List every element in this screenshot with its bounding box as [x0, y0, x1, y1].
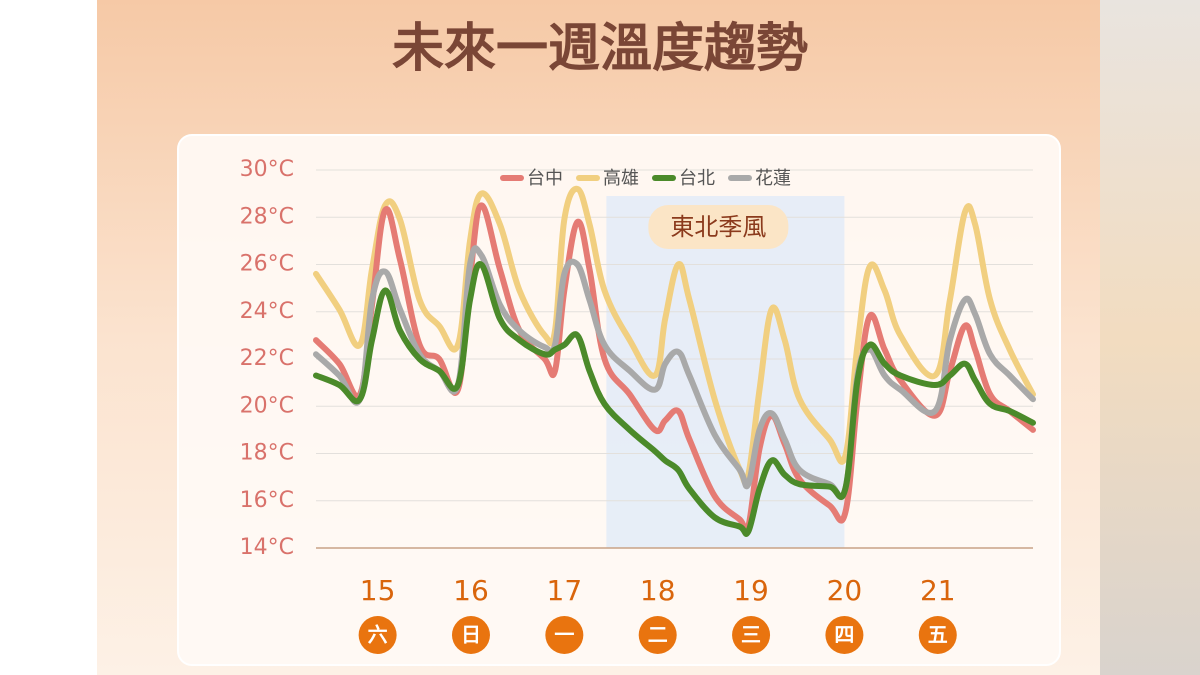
- x-tick-label: 20: [827, 574, 863, 607]
- legend-label: 花蓮: [755, 168, 791, 189]
- y-tick-label: 16°C: [240, 488, 294, 513]
- weekday-badge: [918, 616, 957, 654]
- weekday-label: 五: [928, 623, 948, 647]
- weekday-label: 四: [834, 623, 854, 647]
- weekday-badge: [825, 616, 864, 654]
- x-tick-label: 21: [920, 574, 956, 607]
- x-tick-label: 18: [640, 574, 676, 607]
- x-tick-label: 19: [733, 574, 769, 607]
- weekday-badge: [732, 616, 771, 654]
- side-strip: [1100, 0, 1200, 675]
- legend-label: 台中: [527, 168, 563, 189]
- legend-label: 台北: [679, 168, 715, 189]
- x-tick-label: 16: [453, 574, 489, 607]
- annotation-pill: [648, 205, 789, 249]
- series-line: [313, 185, 1036, 487]
- series-line: [313, 261, 1036, 537]
- weekday-label: 日: [461, 623, 481, 647]
- weekday-badge: [638, 616, 677, 654]
- weekday-badge: [545, 616, 584, 654]
- y-tick-label: 14°C: [240, 535, 294, 560]
- y-tick-label: 28°C: [240, 204, 294, 229]
- y-tick-label: 24°C: [240, 299, 294, 324]
- annotation-label: 東北季風: [670, 213, 766, 241]
- series-line: [313, 202, 1036, 535]
- y-tick-label: 20°C: [240, 393, 294, 418]
- chart-title: 未來一週溫度趨勢: [392, 19, 808, 79]
- weekday-label: 二: [648, 623, 668, 647]
- x-tick-label: 15: [360, 574, 396, 607]
- x-tick-label: 17: [547, 574, 583, 607]
- weekday-label: 一: [554, 623, 574, 647]
- legend: 台中 高雄 台北 花蓮: [500, 168, 791, 189]
- weekday-badge: [358, 616, 397, 654]
- legend-label: 高雄: [603, 168, 639, 189]
- weekday-label: 三: [741, 623, 761, 647]
- y-tick-label: 18°C: [240, 441, 294, 466]
- weekday-badge: [451, 616, 490, 654]
- weekday-label: 六: [368, 623, 388, 647]
- y-tick-label: 22°C: [240, 346, 294, 371]
- y-tick-label: 26°C: [240, 252, 294, 277]
- y-tick-label: 30°C: [240, 157, 294, 182]
